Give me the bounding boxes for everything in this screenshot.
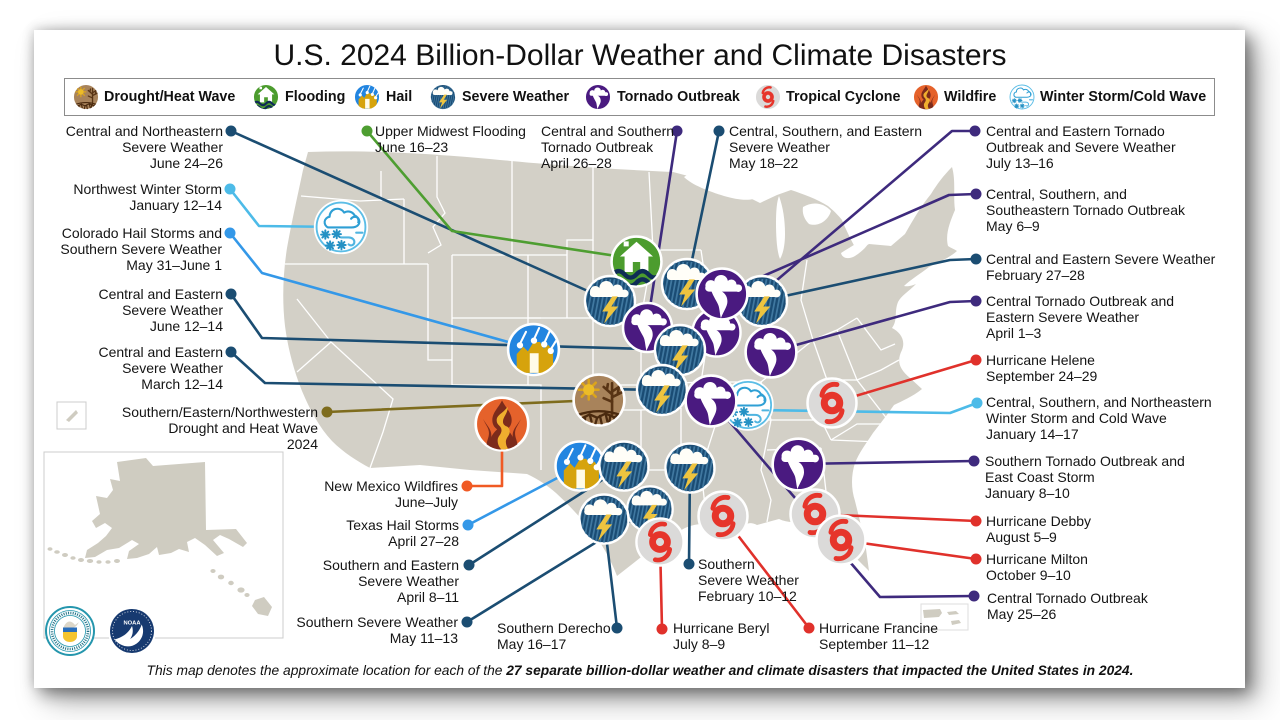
svg-text:NOAA: NOAA	[123, 621, 141, 627]
